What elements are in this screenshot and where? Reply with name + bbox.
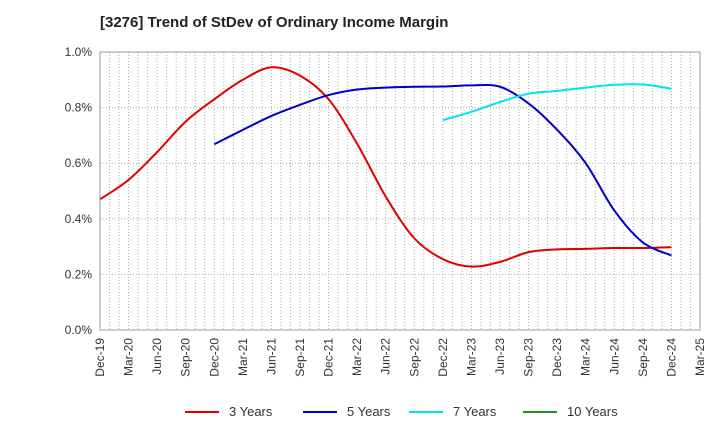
legend: 3 Years 5 Years 7 Years 10 Years [0, 404, 720, 426]
x-tick-label: Mar-25 [693, 338, 707, 376]
x-axis-ticks: Dec-19 Mar-20 Jun-20 Sep-20 Dec-20 Mar-21 Jun-… [93, 338, 707, 377]
series-lines [99, 66, 672, 268]
x-tick-label: Mar-23 [464, 338, 478, 376]
x-tick-label: Sep-22 [407, 338, 421, 377]
series-line-7-years [442, 83, 672, 122]
x-tick-label: Sep-21 [293, 338, 307, 377]
y-tick-label: 1.0% [65, 45, 93, 59]
x-tick-label: Dec-24 [664, 338, 678, 377]
x-tick-label: Mar-21 [236, 338, 250, 376]
plot-frame [99, 51, 701, 331]
legend-item: 7 Years [409, 404, 496, 419]
x-tick-label: Dec-19 [93, 338, 107, 377]
legend-label: 5 Years [347, 404, 391, 419]
y-tick-label: 0.2% [65, 267, 93, 281]
x-tick-label: Mar-24 [579, 338, 593, 376]
y-tick-label: 0.6% [65, 156, 93, 170]
x-tick-label: Jun-22 [379, 338, 393, 375]
legend-swatch [303, 410, 337, 413]
legend-item: 3 Years [185, 404, 272, 419]
x-tick-label: Sep-24 [636, 338, 650, 377]
legend-swatch [523, 410, 557, 413]
x-tick-label: Jun-23 [493, 338, 507, 375]
y-tick-label: 0.4% [65, 212, 93, 226]
y-tick-label: 0.0% [65, 323, 93, 337]
series-line-3-years [99, 66, 672, 268]
chart-title: [3276] Trend of StDev of Ordinary Income… [100, 14, 449, 31]
x-tick-label: Dec-21 [322, 338, 336, 377]
x-tick-label: Mar-20 [122, 338, 136, 376]
x-tick-label: Dec-22 [436, 338, 450, 377]
x-tick-label: Jun-24 [607, 338, 621, 375]
x-tick-label: Jun-20 [150, 338, 164, 375]
x-tick-label: Sep-20 [179, 338, 193, 377]
legend-label: 10 Years [567, 404, 618, 419]
x-tick-label: Sep-23 [522, 338, 536, 377]
y-tick-label: 0.8% [65, 101, 93, 115]
x-tick-label: Jun-21 [264, 338, 278, 375]
legend-label: 7 Years [453, 404, 497, 419]
legend-swatch [185, 410, 219, 413]
legend-label: 3 Years [229, 404, 273, 419]
x-tick-label: Dec-23 [550, 338, 564, 377]
series-line-5-years [213, 83, 672, 257]
grid [100, 52, 700, 330]
legend-item: 10 Years [523, 404, 618, 419]
legend-item: 5 Years [303, 404, 390, 419]
legend-swatch [409, 410, 443, 413]
y-axis-ticks: 0.0% 0.2% 0.4% 0.6% 0.8% 1.0% [65, 45, 93, 337]
x-tick-label: Mar-22 [350, 338, 364, 376]
x-tick-label: Dec-20 [207, 338, 221, 377]
